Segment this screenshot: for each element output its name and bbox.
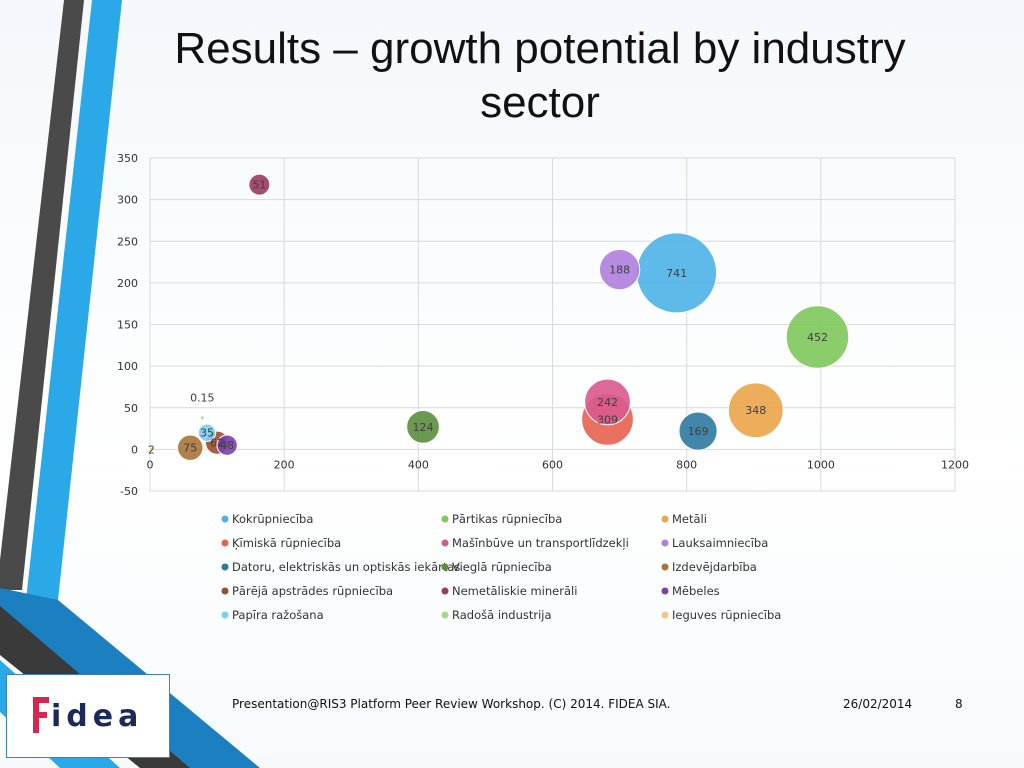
x-tick-label: 400 (408, 458, 429, 471)
legend-marker (661, 587, 669, 595)
data-label: 51 (252, 179, 266, 192)
logo-f-middle-bar (33, 712, 47, 718)
x-tick-label: 0 (147, 458, 154, 471)
data-label: 35 (200, 427, 214, 440)
bubble (248, 173, 271, 196)
fidea-logo-mark (33, 697, 49, 733)
data-label: 0.15 (190, 392, 215, 405)
data-label: 2 (148, 443, 155, 456)
legend-marker (441, 587, 449, 595)
bubble (177, 434, 204, 461)
y-tick-label: 0 (131, 443, 138, 456)
legend-label: Datoru, elektriskās un optiskās iekārtas (232, 560, 460, 574)
x-tick-label: 600 (542, 458, 563, 471)
y-tick-label: 250 (117, 235, 138, 248)
bubble (199, 415, 205, 421)
blue-stripe-left (26, 0, 122, 600)
legend-label: Radošā industrija (452, 608, 552, 622)
data-label: 348 (745, 404, 766, 417)
bubble (406, 410, 440, 444)
logo-f-top-bar (33, 697, 49, 703)
legend-label: Pārējā apstrādes rūpniecība (232, 584, 393, 598)
x-tick-label: 200 (274, 458, 295, 471)
legend-marker (661, 539, 669, 547)
legend-label: Kokrūpniecība (232, 512, 313, 526)
data-label: 62 (210, 437, 224, 450)
data-label: 169 (688, 425, 709, 438)
bubble (598, 248, 641, 291)
footer-date: 26/02/2014 (843, 697, 913, 711)
y-tick-label: 150 (117, 319, 138, 332)
bubble (727, 382, 784, 439)
y-tick-label: 350 (117, 152, 138, 165)
data-label: 309 (597, 413, 618, 426)
legend-label: Lauksaimniecība (672, 536, 768, 550)
legend-marker (661, 611, 669, 619)
page-title: Results – growth potential by industry s… (174, 24, 906, 127)
legend-marker (661, 563, 669, 571)
bubble (584, 378, 631, 426)
x-tick-label: 1000 (807, 458, 835, 471)
legend-label: Izdevējdarbība (672, 560, 757, 574)
data-label: 188 (609, 264, 630, 277)
y-tick-label: 100 (117, 360, 138, 373)
data-label: 452 (807, 331, 828, 344)
legend-marker (441, 563, 449, 571)
data-label: 124 (413, 421, 434, 434)
y-tick-label: 200 (117, 277, 138, 290)
legend-marker (441, 539, 449, 547)
legend-label: Vieglā rūpniecība (452, 560, 552, 574)
bubble-chart: -50 0 50 100 150 200 250 300 350 0 200 400 600 800 100… (117, 152, 969, 622)
legend-label: Nemetāliskie minerāli (452, 584, 577, 598)
data-label: 75 (183, 442, 197, 455)
y-tick-label: -50 (120, 485, 138, 498)
data-label: 242 (597, 396, 618, 409)
bubble (197, 423, 217, 442)
legend-label: Pārtikas rūpniecība (452, 512, 562, 526)
x-tick-label: 1200 (941, 458, 969, 471)
legend-marker (221, 515, 229, 523)
legend-label: Papīra ražošana (232, 608, 324, 622)
legend-label: Mēbeles (672, 584, 720, 598)
legend-marker (221, 539, 229, 547)
logo-text: idea (51, 699, 144, 734)
y-tick-label: 300 (117, 194, 138, 207)
legend-marker (221, 611, 229, 619)
legend-label: Ieguves rūpniecība (672, 608, 781, 622)
footer-text: Presentation@RIS3 Platform Peer Review W… (232, 697, 671, 711)
bubble (216, 434, 238, 456)
bubble (148, 446, 154, 452)
x-tick-label: 800 (676, 458, 697, 471)
legend-marker (441, 611, 449, 619)
legend-marker (221, 563, 229, 571)
data-label: 48 (220, 439, 234, 452)
y-tick-label: 50 (124, 402, 138, 415)
legend-marker (221, 587, 229, 595)
bubble (678, 411, 718, 451)
data-label: 741 (666, 267, 687, 280)
legend-marker (661, 515, 669, 523)
bubble (785, 305, 850, 369)
legend-label: Metāli (672, 512, 707, 526)
legend-label: Ķīmiskā rūpniecība (232, 536, 341, 550)
logo-box: idea (6, 674, 170, 758)
dark-stripe-left (0, 0, 84, 590)
legend-marker (441, 515, 449, 523)
legend-label: Mašīnbūve un transportlīdzekļi (452, 536, 629, 550)
page-number: 8 (955, 697, 963, 711)
